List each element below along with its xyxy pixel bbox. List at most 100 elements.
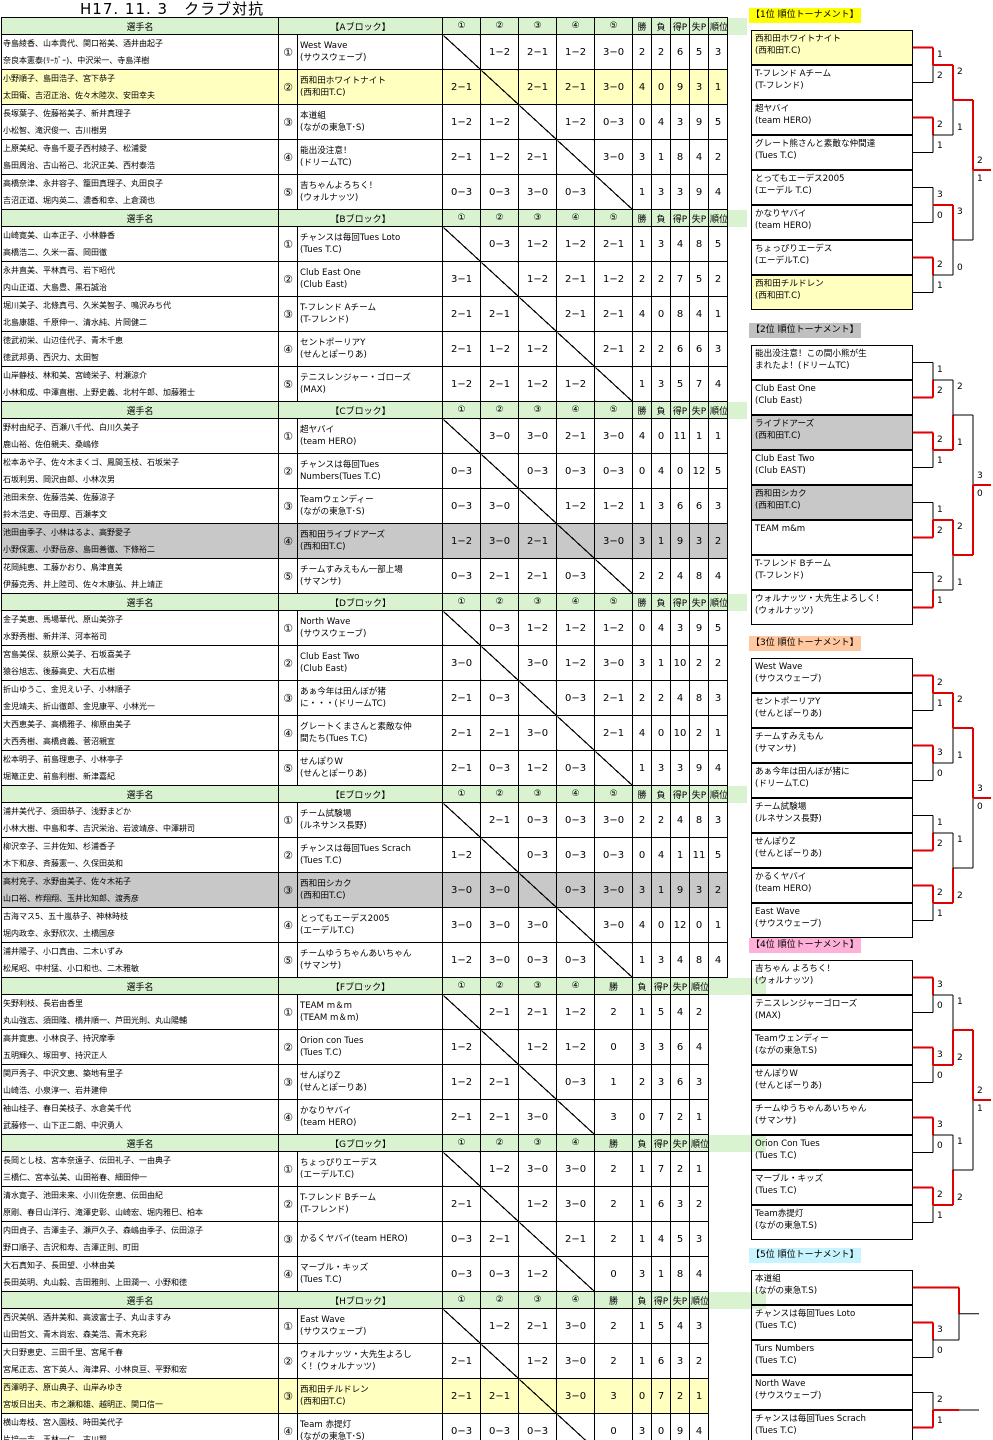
losses: 4: [651, 104, 672, 140]
team-name: かなりヤバイ (team HERO): [296, 1099, 444, 1135]
match-score: 0−3: [518, 837, 558, 873]
losses: 1: [651, 872, 672, 908]
wins: 2: [594, 1308, 634, 1344]
match-score: 3−0: [480, 942, 520, 978]
bracket-score: 3: [957, 207, 963, 217]
points-against: 2: [689, 645, 710, 681]
points-against: 3: [689, 872, 710, 908]
points-for: 11: [670, 418, 691, 454]
losses: 2: [651, 34, 672, 70]
match-score: 3−0: [556, 1151, 596, 1187]
losses: 3: [651, 942, 672, 978]
team-number: ②: [278, 837, 298, 873]
wins: 3: [632, 523, 653, 559]
filler: [708, 1378, 766, 1414]
bracket-score: 3: [937, 1049, 943, 1060]
match-score: 0−3: [556, 802, 596, 838]
tournament-entry: ウォルナッツ・大先生よろしく！ (ウォルナッツ): [751, 590, 913, 625]
players-line-2: 山崎浩、小泉淳一、岩井建伸: [3, 1086, 107, 1095]
self-match-cell: [594, 942, 634, 978]
players-line-1: 金子美恵、馬場華代、原山美弥子: [3, 615, 123, 624]
players-line-1: 浦井陽子、小口真由、二木いずみ: [3, 947, 123, 956]
match-header: ④: [556, 401, 596, 419]
tournament-entry: Orion Con Tues (Tues T.C): [751, 1135, 913, 1170]
match-score: 0−3: [480, 226, 520, 262]
bracket-score: 0: [937, 210, 943, 221]
players-line-1: 袖山桂子、春日美枝子、水倉美千代: [3, 1104, 131, 1113]
wins: 3: [632, 139, 653, 175]
team-row: 寺島綾香、山本貴代、関口裕美、酒井由起子 奈良本憲泰(ﾘｰｶﾞｰ)、中沢栄一、寺島…: [1, 34, 862, 70]
filler: [727, 593, 747, 611]
team-name: 西和田ライブドアーズ (西和田T.C): [296, 523, 444, 559]
points-for: 6: [651, 1186, 672, 1222]
losses: 2: [651, 331, 672, 367]
bracket-score: 1: [937, 595, 943, 606]
players-line-1: 関戸秀子、中沢文恵、築地有里子: [3, 1069, 123, 1078]
match-header: ④: [556, 977, 596, 995]
match-score: 3−0: [556, 1343, 596, 1379]
team-row: 高橋奈津、永井容子、籠田真理子、丸田良子 吉沼正道、堀内英二、濃香和幸、上倉潤也 ⑤…: [1, 174, 862, 210]
players-line-1: 折山ゆうこ、金児えい子、小林順子: [3, 685, 131, 694]
match-score: 0−3: [518, 942, 558, 978]
players-line-2: 山口裕、柞翔翔、玉井比知郎、渡秀彦: [3, 894, 139, 903]
filler: [727, 488, 747, 524]
match-score: 3−0: [480, 418, 520, 454]
points-for: 8: [670, 296, 691, 332]
self-match-cell: [442, 994, 482, 1030]
points-against: 9: [689, 610, 710, 646]
match-score: 2−1: [442, 331, 482, 367]
tournament-entry: North Wave (サウスウェーブ): [751, 1375, 913, 1410]
filler: [727, 785, 747, 803]
points-against: 8: [670, 1256, 691, 1292]
bracket-score: 0: [977, 802, 983, 812]
self-match-cell: [480, 453, 520, 489]
wins: 1: [632, 174, 653, 210]
bracket-score: 0: [937, 1140, 943, 1151]
self-match-cell: [480, 261, 520, 297]
player-names: 柳沢幸子、三井佐知、杉浦香子 木下和彦、斉藤憲一、久保田英和: [1, 837, 279, 873]
match-header: ③: [518, 593, 558, 611]
rank: 1: [708, 715, 729, 751]
self-match-cell: [594, 558, 634, 594]
team-number: ④: [278, 523, 298, 559]
tournament-bracket: 【3位 順位トーナメント】 West Wave (サウスウェーブ) セントポーリアY(…: [749, 636, 993, 940]
filler: [708, 1308, 766, 1344]
rank: 3: [708, 34, 729, 70]
match-score: 0−3: [556, 872, 596, 908]
player-names: 大日野恵史、三田千里、宮尾千春 宮尾正志、宮下英人、海津昇、小林良亘、平野和宏: [1, 1343, 279, 1379]
player-names: 矢野利枝、長岩由香里 丸山強志、須田隆、橋井順一、芦田光則、丸山陽輔: [1, 994, 279, 1030]
team-number: ①: [278, 34, 298, 70]
bracket-score: 3: [977, 784, 983, 794]
filler: [727, 401, 747, 419]
stat-header: 負: [651, 17, 672, 35]
points-against: 6: [689, 331, 710, 367]
match-score: 1−2: [480, 1151, 520, 1187]
rank: 3: [708, 488, 729, 524]
tournament-title: 【5位 順位トーナメント】: [749, 1248, 861, 1263]
bracket-score: 0: [957, 263, 963, 273]
match-score: 1−2: [480, 331, 520, 367]
losses: 3: [632, 1256, 653, 1292]
points-for: 6: [670, 331, 691, 367]
stat-header: 勝: [632, 785, 653, 803]
filler: [727, 453, 747, 489]
team-number: ①: [278, 1151, 298, 1187]
team-row: 西澤明子、原山典子、山岸みゆき 宮坂日出夫、市之瀬和雄、越明正、関口信一 ③ 西和田チ…: [1, 1378, 862, 1414]
match-header: ①: [442, 17, 482, 35]
points-for: 4: [670, 942, 691, 978]
match-score: 2−1: [594, 226, 634, 262]
match-score: 2−1: [556, 261, 596, 297]
filler: [727, 802, 747, 838]
match-score: 2−1: [480, 802, 520, 838]
stat-header: 得P: [651, 977, 672, 995]
match-score: 3−0: [480, 907, 520, 943]
player-names: 松本明子、前島理恵子、小林亭子 堀篭正史、前島利樹、新津嘉紀: [1, 750, 279, 786]
player-names: 上原美紀、寺島千夏子西村綾子、松浦愛 島田周治、古山裕己、北沢正美、西村泰浩: [1, 139, 279, 175]
match-score: 3−0: [518, 418, 558, 454]
stat-header: 負: [651, 401, 672, 419]
match-score: 3−0: [442, 907, 482, 943]
stat-header: 得P: [670, 401, 691, 419]
players-line-2: 吉沼正道、堀内英二、濃香和幸、上倉潤也: [3, 196, 155, 205]
wins: 4: [632, 715, 653, 751]
stat-header: 失P: [670, 1134, 691, 1152]
